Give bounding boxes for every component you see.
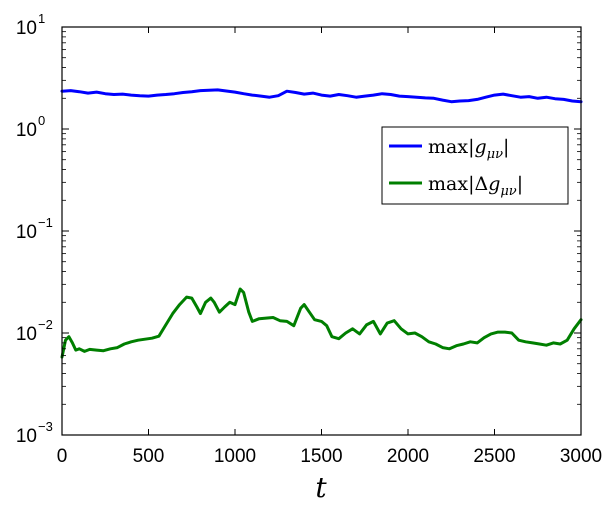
legend-entry-0-pre: | — [468, 136, 474, 158]
legend-entry-0-post: | — [503, 136, 509, 158]
x-axis: 0 500 1000 1500 2000 2500 3000 — [57, 27, 602, 467]
series-line-1 — [60, 287, 583, 359]
y-tick-exp-0: 1 — [38, 11, 45, 26]
legend-entry-1-post: | — [517, 173, 523, 195]
y-tick-label-3: 10 −2 — [16, 317, 53, 345]
y-tick-label-4: 10 −3 — [16, 419, 53, 447]
legend-entry-1: max|Δgμν| — [428, 173, 523, 199]
y-tick-label-1: 10 0 — [16, 113, 45, 141]
y-minor-ticks — [62, 31, 581, 405]
x-tick-label-3: 1500 — [300, 446, 342, 467]
y-tick-exp-2: −1 — [38, 215, 53, 230]
y-tick-base-4: 10 — [16, 426, 37, 447]
legend-entry-1-main: max — [428, 173, 468, 195]
y-tick-base-2: 10 — [16, 222, 37, 243]
x-tick-label-6: 3000 — [560, 446, 602, 467]
y-tick-base-3: 10 — [16, 324, 37, 345]
legend-entry-0-sub: μν — [487, 147, 503, 162]
y-tick-exp-3: −2 — [38, 317, 53, 332]
x-tick-label-4: 2000 — [387, 446, 429, 467]
y-tick-exp-4: −3 — [38, 419, 53, 434]
x-tick-label-2: 1000 — [214, 446, 256, 467]
y-tick-base-0: 10 — [16, 18, 37, 39]
legend-box — [381, 126, 569, 205]
y-tick-label-0: 10 1 — [16, 11, 45, 39]
legend-entry-0-main: max — [428, 136, 468, 158]
plot-background — [62, 27, 581, 435]
legend-entry-0: max|gμν| — [428, 136, 509, 162]
x-axis-label: t — [315, 471, 327, 504]
y-tick-label-2: 10 −1 — [16, 215, 53, 243]
x-tick-label-5: 2500 — [473, 446, 515, 467]
y-tick-exp-1: 0 — [38, 113, 45, 128]
legend: max|gμν| max|Δgμν| — [381, 126, 569, 205]
legend-entry-1-pre: |Δ — [468, 173, 488, 195]
x-tick-label-1: 500 — [133, 446, 165, 467]
y-tick-base-1: 10 — [16, 120, 37, 141]
legend-entry-1-sym: g — [488, 173, 500, 195]
legend-entry-1-sub: μν — [500, 184, 516, 199]
series-line-0 — [60, 88, 583, 104]
legend-entry-0-sym: g — [474, 136, 486, 158]
x-tick-label-0: 0 — [57, 446, 68, 467]
series-layer — [60, 88, 583, 359]
